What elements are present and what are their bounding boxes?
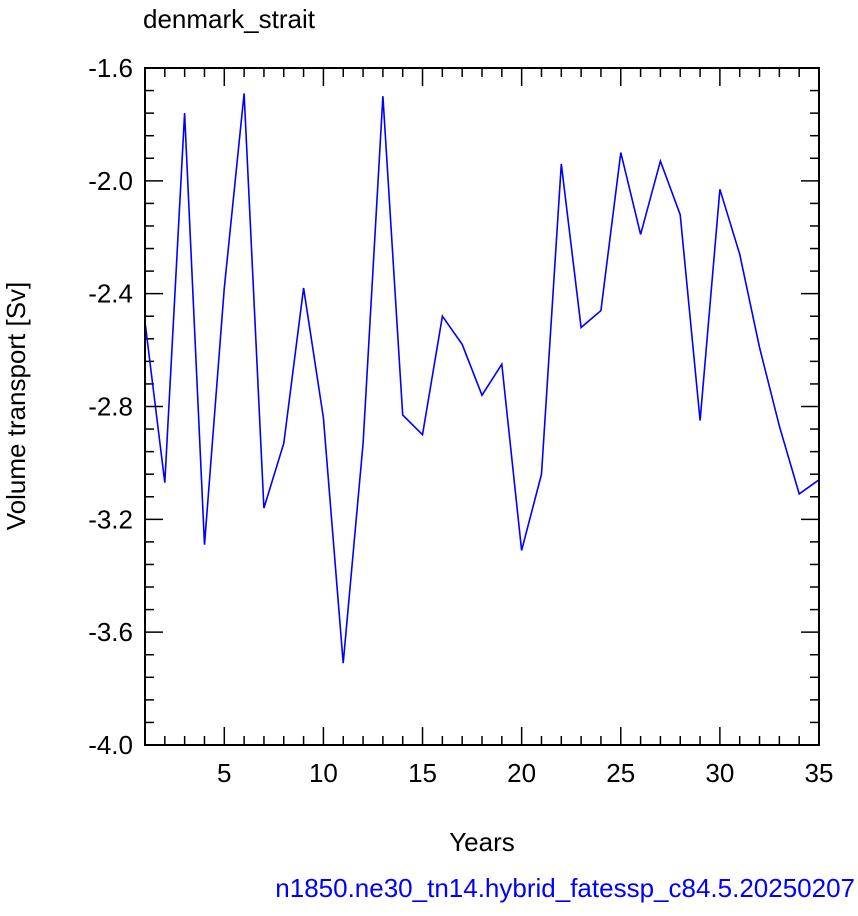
x-tick-label: 15 [408,758,437,788]
footer-label: n1850.ne30_tn14.hybrid_fatessp_c84.5.202… [275,873,855,903]
x-tick-label: 25 [606,758,635,788]
y-tick-label: -2.0 [88,166,133,196]
plot-frame [145,68,819,745]
x-tick-label: 5 [217,758,231,788]
y-axis-label: Volume transport [Sv] [1,282,31,531]
y-tick-label: -1.6 [88,53,133,83]
series-line [145,93,819,663]
x-axis-label: Years [449,827,515,857]
y-tick-label: -2.8 [88,392,133,422]
axis-ticks [145,68,819,745]
y-tick-label: -3.6 [88,617,133,647]
chart-title: denmark_strait [143,4,316,34]
y-tick-label: -3.2 [88,504,133,534]
axis-tick-labels: 5 10 15 20 25 30 35 -4.0 -3.6 -3.2 -2.8 -2.4 -2.0 -1.… [88,53,833,788]
x-tick-label: 35 [805,758,834,788]
y-tick-label: -4.0 [88,730,133,760]
x-tick-label: 20 [507,758,536,788]
x-tick-label: 30 [705,758,734,788]
y-tick-label: -2.4 [88,279,133,309]
x-tick-label: 10 [309,758,338,788]
